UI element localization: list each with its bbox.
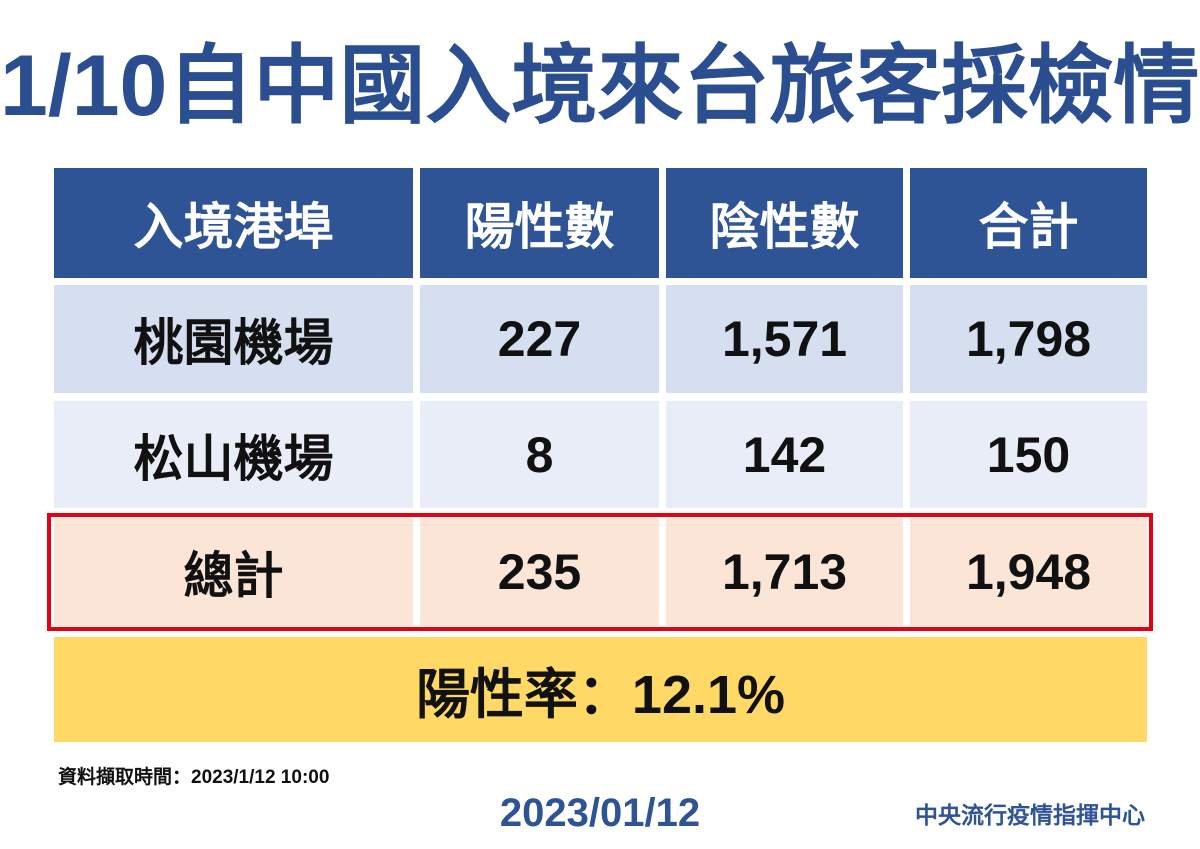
table-row-taoyuan-airport: 桃園機場 227 1,571 1,798 [54,285,1147,393]
cell-taoyuan-total: 1,798 [910,285,1147,393]
sampling-results-table: 入境港埠 陽性數 陰性數 合計 桃園機場 227 1,571 1,798 松山機… [47,168,1153,742]
table-header-row: 入境港埠 陽性數 陰性數 合計 [54,168,1147,278]
cell-songshan-total: 150 [910,401,1147,508]
table-row-songshan-airport: 松山機場 8 142 150 [54,401,1147,508]
cell-grand-total-positive: 235 [420,518,659,626]
positive-rate-banner: 陽性率：12.1% [54,637,1147,742]
cell-grand-total-label: 總計 [54,518,413,626]
cell-songshan-port: 松山機場 [54,401,413,508]
cell-taoyuan-positive: 227 [420,285,659,393]
data-retrieval-time: 資料擷取時間：2023/1/12 10:00 [58,767,330,788]
cell-songshan-negative: 142 [666,401,903,508]
header-cell-total: 合計 [910,168,1147,278]
cell-songshan-positive: 8 [420,401,659,508]
cell-grand-total-total: 1,948 [910,518,1147,626]
source-agency: 中央流行疫情指揮中心 [915,802,1145,828]
header-cell-positive: 陽性數 [420,168,659,278]
header-cell-port: 入境港埠 [54,168,413,278]
page-title: 1/10自中國入境來台旅客採檢情形 [0,38,1200,134]
cell-taoyuan-port: 桃園機場 [54,285,413,393]
header-cell-negative: 陰性數 [666,168,903,278]
publish-date: 2023/01/12 [499,791,701,835]
table-row-grand-total: 總計 235 1,713 1,948 [54,518,1147,626]
cell-grand-total-negative: 1,713 [666,518,903,626]
cell-taoyuan-negative: 1,571 [666,285,903,393]
